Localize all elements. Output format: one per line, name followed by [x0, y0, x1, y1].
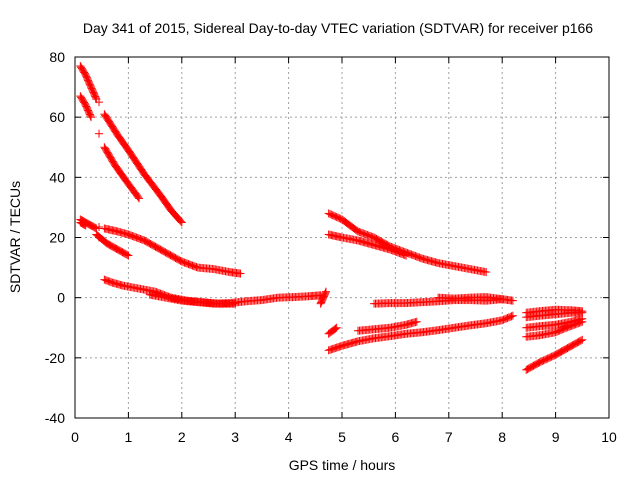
data-point: [77, 219, 86, 228]
y-tick-label: 40: [49, 169, 65, 185]
x-tick-label: 3: [231, 429, 239, 445]
data-point: [91, 93, 100, 102]
x-tick-label: 9: [552, 429, 560, 445]
data-point: [331, 324, 340, 333]
x-tick-label: 1: [125, 429, 133, 445]
axis-ticks: 0 1 2 3 4 5 6 7 8 9 10 -40 -20 0 20 40 60 80: [45, 49, 617, 445]
y-tick-label: 60: [49, 109, 65, 125]
y-tick-label: 80: [49, 49, 65, 65]
data-point: [402, 251, 411, 260]
data-point: [508, 296, 517, 305]
data-point: [80, 220, 89, 229]
y-tick-label: 20: [49, 230, 65, 246]
x-tick-label: 5: [338, 429, 346, 445]
data-point: [321, 287, 330, 296]
y-tick-label: 0: [57, 290, 65, 306]
data-point: [87, 113, 96, 122]
chart-title: Day 341 of 2015, Sidereal Day-to-day VTE…: [83, 20, 593, 36]
data-point: [236, 269, 245, 278]
y-axis-label: SDTVAR / TECUs: [7, 181, 23, 293]
data-point: [578, 307, 587, 316]
data-point: [321, 288, 330, 297]
x-tick-label: 4: [285, 429, 293, 445]
data-point: [332, 323, 341, 332]
data-point: [177, 218, 186, 227]
data-point: [412, 317, 421, 326]
x-tick-label: 0: [71, 429, 79, 445]
data-point: [400, 251, 409, 260]
data-point: [76, 218, 85, 227]
data-point: [577, 336, 586, 345]
data-point: [88, 222, 97, 231]
x-tick-label: 10: [601, 429, 617, 445]
data-point: [91, 223, 100, 232]
data-point: [134, 193, 143, 202]
y-tick-label: -20: [45, 350, 65, 366]
data-point: [95, 129, 104, 138]
data-point: [95, 98, 104, 107]
data-point: [578, 335, 587, 344]
x-tick-label: 7: [445, 429, 453, 445]
y-tick-label: -40: [45, 410, 65, 426]
data-point: [135, 194, 144, 203]
x-tick-label: 2: [178, 429, 186, 445]
data-point: [95, 222, 104, 231]
data-point: [176, 217, 185, 226]
data-points: [76, 62, 587, 374]
data-point: [123, 250, 132, 259]
data-point: [482, 268, 491, 277]
data-point: [78, 219, 87, 228]
data-point: [86, 111, 95, 120]
x-axis-label: GPS time / hours: [289, 457, 396, 473]
data-point: [498, 295, 507, 304]
data-point: [124, 251, 133, 260]
x-tick-label: 6: [392, 429, 400, 445]
data-point: [95, 233, 104, 242]
x-tick-label: 8: [498, 429, 506, 445]
data-point: [507, 312, 516, 321]
data-point: [81, 221, 90, 230]
data-point: [508, 311, 517, 320]
data-point: [79, 220, 88, 229]
